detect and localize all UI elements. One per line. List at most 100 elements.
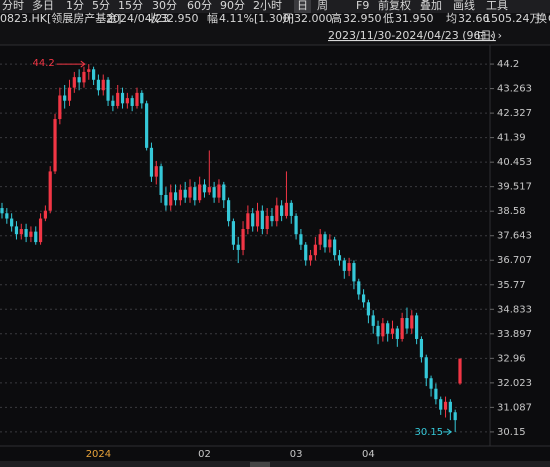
y-tick-label: 39.517 bbox=[497, 182, 532, 193]
candle-body bbox=[72, 77, 76, 88]
candle-body bbox=[140, 92, 144, 104]
quote-label: 均 bbox=[446, 12, 457, 25]
info-bg bbox=[0, 13, 550, 45]
candle-body bbox=[410, 315, 414, 329]
y-tick-label: 40.453 bbox=[497, 157, 532, 168]
candle-body bbox=[458, 358, 462, 384]
toolbar-button[interactable]: 多日 bbox=[32, 0, 54, 12]
candle-body bbox=[87, 69, 91, 72]
toolbar-button[interactable]: 30分 bbox=[152, 0, 177, 12]
candle-body bbox=[255, 210, 260, 227]
candle-body bbox=[361, 294, 366, 303]
toolbar-button[interactable]: 叠加 bbox=[420, 0, 442, 12]
candle-body bbox=[19, 229, 23, 235]
scroll-thumb[interactable] bbox=[250, 462, 270, 467]
toolbar-button[interactable]: 15分 bbox=[118, 0, 143, 12]
candle-body bbox=[424, 357, 428, 379]
candle-body bbox=[63, 95, 67, 101]
max-arrowhead bbox=[80, 60, 86, 68]
toolbar-button[interactable]: 周 bbox=[317, 0, 328, 12]
candle-body bbox=[212, 187, 216, 198]
candle-body bbox=[10, 218, 14, 227]
candle-body bbox=[439, 399, 443, 410]
candle-body bbox=[135, 92, 139, 106]
candle-body bbox=[400, 318, 404, 339]
y-tick-label: 36.707 bbox=[497, 255, 532, 266]
toolbar-button[interactable]: 画线 bbox=[453, 0, 475, 12]
quote-value: 31.950 bbox=[395, 12, 434, 25]
candle-body bbox=[101, 79, 105, 91]
candle-body bbox=[5, 213, 9, 219]
candle-body bbox=[337, 255, 342, 261]
candle-body bbox=[381, 323, 385, 337]
candle-body bbox=[294, 215, 298, 235]
y-tick-label: 31.087 bbox=[497, 402, 532, 413]
toolbar-button[interactable]: 90分 bbox=[220, 0, 245, 12]
toolbar-button[interactable]: 分时 bbox=[2, 0, 24, 12]
quote-value: 32.950 bbox=[343, 12, 382, 25]
toolbar-button[interactable]: 2小时 bbox=[253, 0, 282, 12]
quote-value: 1505.24万 bbox=[484, 12, 541, 25]
x-tick-label: 03 bbox=[290, 449, 303, 460]
candle-body bbox=[236, 244, 240, 250]
candle-body bbox=[251, 213, 255, 227]
candle-body bbox=[202, 184, 207, 193]
candle-body bbox=[260, 210, 264, 230]
quote-value: C bbox=[548, 12, 550, 25]
toolbar-button[interactable]: 1分 bbox=[66, 0, 84, 12]
candle-body bbox=[222, 184, 226, 201]
y-tick-label: 38.58 bbox=[497, 206, 526, 217]
y-tick-label: 32.96 bbox=[497, 353, 526, 364]
candle-body bbox=[347, 263, 351, 271]
date-range[interactable]: 2023/11/30-2024/04/23 (96日) bbox=[328, 29, 496, 42]
candle-body bbox=[415, 315, 419, 339]
toolbar-bg bbox=[0, 0, 550, 13]
candle-body bbox=[106, 79, 110, 101]
candle-body bbox=[217, 184, 221, 198]
candle-body bbox=[193, 187, 197, 201]
candle-body bbox=[386, 323, 390, 334]
y-tick-label: 42.327 bbox=[497, 108, 532, 119]
candle-body bbox=[313, 244, 317, 256]
candle-body bbox=[390, 328, 395, 334]
candle-body bbox=[226, 200, 231, 222]
candle-body bbox=[357, 281, 361, 295]
toolbar-button[interactable]: F9 bbox=[356, 0, 369, 12]
candle-body bbox=[116, 92, 120, 106]
quote-label: 换 bbox=[536, 11, 547, 25]
toolbar-button[interactable]: 5分 bbox=[92, 0, 110, 12]
candle-body bbox=[304, 244, 308, 261]
min-label: 30.15 bbox=[415, 427, 444, 438]
toolbar-button[interactable]: 工具 bbox=[486, 0, 508, 12]
toolbar-button[interactable]: 前复权 bbox=[378, 0, 411, 12]
candle-body bbox=[125, 98, 129, 104]
candle-body bbox=[159, 166, 163, 195]
candle-body bbox=[323, 234, 327, 248]
quote-value: 32.950 bbox=[160, 12, 199, 25]
candle-body bbox=[429, 378, 433, 389]
quote-label: 开 bbox=[282, 12, 293, 25]
candle-body bbox=[24, 229, 28, 237]
toolbar-button[interactable]: 日 bbox=[297, 0, 308, 12]
candle-body bbox=[34, 231, 38, 243]
candle-body bbox=[0, 208, 4, 214]
candle-body bbox=[188, 187, 192, 198]
candle-body bbox=[419, 338, 424, 358]
candle-body bbox=[14, 226, 19, 235]
quote-label: 高 bbox=[331, 11, 342, 25]
quote-label: 低 bbox=[383, 12, 394, 25]
candle-body bbox=[318, 234, 322, 245]
candle-body bbox=[111, 100, 115, 106]
x-tick-label: 2024 bbox=[86, 449, 111, 460]
candle-body bbox=[231, 221, 236, 245]
range-icon[interactable]: ⊡ ‹ › bbox=[477, 29, 502, 42]
candle-body bbox=[53, 119, 57, 172]
y-tick-label: 30.15 bbox=[497, 427, 526, 438]
symbol: 0823.HK[领展房产基金] bbox=[0, 11, 122, 25]
candle-body bbox=[371, 315, 375, 326]
scroll-bar bbox=[0, 461, 550, 467]
candle-body bbox=[154, 166, 158, 177]
toolbar-button[interactable]: 60分 bbox=[187, 0, 212, 12]
